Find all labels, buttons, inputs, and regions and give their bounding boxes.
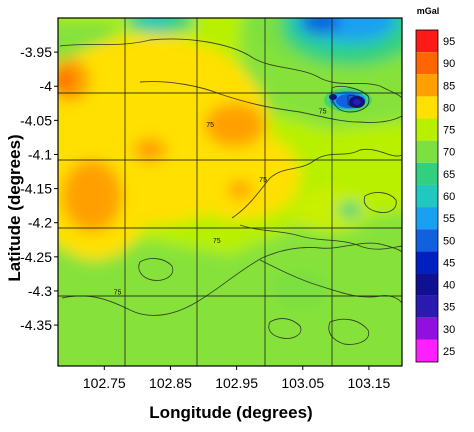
contour-label: 75 <box>213 238 221 245</box>
colorbar-swatch <box>416 184 438 208</box>
map-grid <box>58 18 402 366</box>
contour-label: 75 <box>114 289 122 296</box>
y-axis-label: Latitude (degrees) <box>5 134 24 281</box>
colorbar-label: 25 <box>443 346 455 358</box>
contour-label: 75 <box>259 177 267 184</box>
contour-label: 75 <box>206 122 214 129</box>
colorbar-swatch <box>416 339 438 362</box>
y-tick-label: -4.2 <box>28 215 52 231</box>
y-tick-label: -4.1 <box>28 146 52 162</box>
map-surface <box>58 18 402 366</box>
y-tick-label: -4.3 <box>28 283 52 299</box>
x-tick-label: 102.85 <box>149 375 192 391</box>
y-tick-label: -3.95 <box>20 44 52 60</box>
colorbar-label: 65 <box>443 169 455 181</box>
colorbar-swatch <box>416 207 438 230</box>
colorbar-swatch <box>416 317 438 340</box>
y-tick-label: -4.35 <box>20 317 52 333</box>
colorbar-label: 95 <box>443 36 455 48</box>
x-axis-label: Longitude (degrees) <box>149 403 312 422</box>
colorbar-swatch <box>416 30 438 53</box>
contour-label: 75 <box>319 109 327 116</box>
y-tick-label: -4 <box>40 78 53 94</box>
colorbar-label: 75 <box>443 125 455 137</box>
colorbar-label: 70 <box>443 147 455 159</box>
x-tick-label: 102.75 <box>83 375 126 391</box>
y-tick-label: -4.25 <box>20 249 52 265</box>
y-tick-label: -4.05 <box>20 112 52 128</box>
x-tick-label: 103.15 <box>348 375 391 391</box>
colorbar-swatch <box>416 295 438 318</box>
colorbar-label: 40 <box>443 280 455 292</box>
colorbar-swatch <box>416 273 438 296</box>
y-tick-label: -4.15 <box>20 181 52 197</box>
colorbar-swatch <box>416 74 438 97</box>
colorbar-swatch <box>416 118 438 141</box>
colorbar-label: 90 <box>443 58 455 70</box>
colorbar-label: 50 <box>443 235 455 247</box>
colorbar-swatch <box>416 251 438 274</box>
x-tick-label: 103.05 <box>281 375 324 391</box>
colorbar-swatch <box>416 140 438 163</box>
colorbar-swatch <box>416 162 438 185</box>
colorbar-label: 30 <box>443 324 455 336</box>
plot-frame <box>57 17 403 367</box>
colorbar-label: 55 <box>443 213 455 225</box>
colorbar-swatch <box>416 229 438 252</box>
colorbar-label: 85 <box>443 80 455 92</box>
colorbar-label: 35 <box>443 302 455 314</box>
x-tick-label: 102.95 <box>215 375 258 391</box>
colorbar-label: 60 <box>443 191 455 203</box>
colorbar-frame <box>415 29 439 363</box>
colorbar-label: 80 <box>443 102 455 114</box>
colorbar-swatch <box>416 96 438 119</box>
colorbar-label: 45 <box>443 257 455 269</box>
colorbar-unit: mGal <box>417 6 440 16</box>
colorbar-swatch <box>416 52 438 75</box>
